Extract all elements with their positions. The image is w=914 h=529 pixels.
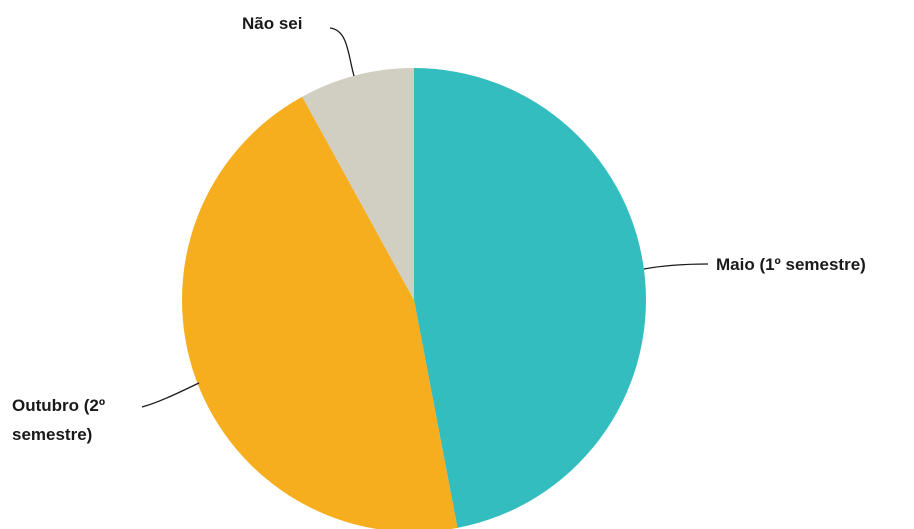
slice-label-nao-sei: Não sei xyxy=(242,14,302,33)
pie-slice-1 xyxy=(182,96,458,529)
slice-label-outubro-line2: semestre) xyxy=(12,425,92,444)
slice-label-maio: Maio (1º semestre) xyxy=(716,255,866,274)
slice-labels: Maio (1º semestre) Outubro (2º semestre)… xyxy=(12,14,866,444)
leader-line-outubro xyxy=(141,382,200,408)
slice-label-outubro-line1: Outubro (2º xyxy=(12,396,105,415)
leader-line-nao-sei xyxy=(329,27,355,77)
pie-slices xyxy=(182,68,646,529)
pie-slice-2 xyxy=(302,68,414,300)
pie-slice-0 xyxy=(414,68,646,528)
leader-line-maio xyxy=(643,263,709,270)
